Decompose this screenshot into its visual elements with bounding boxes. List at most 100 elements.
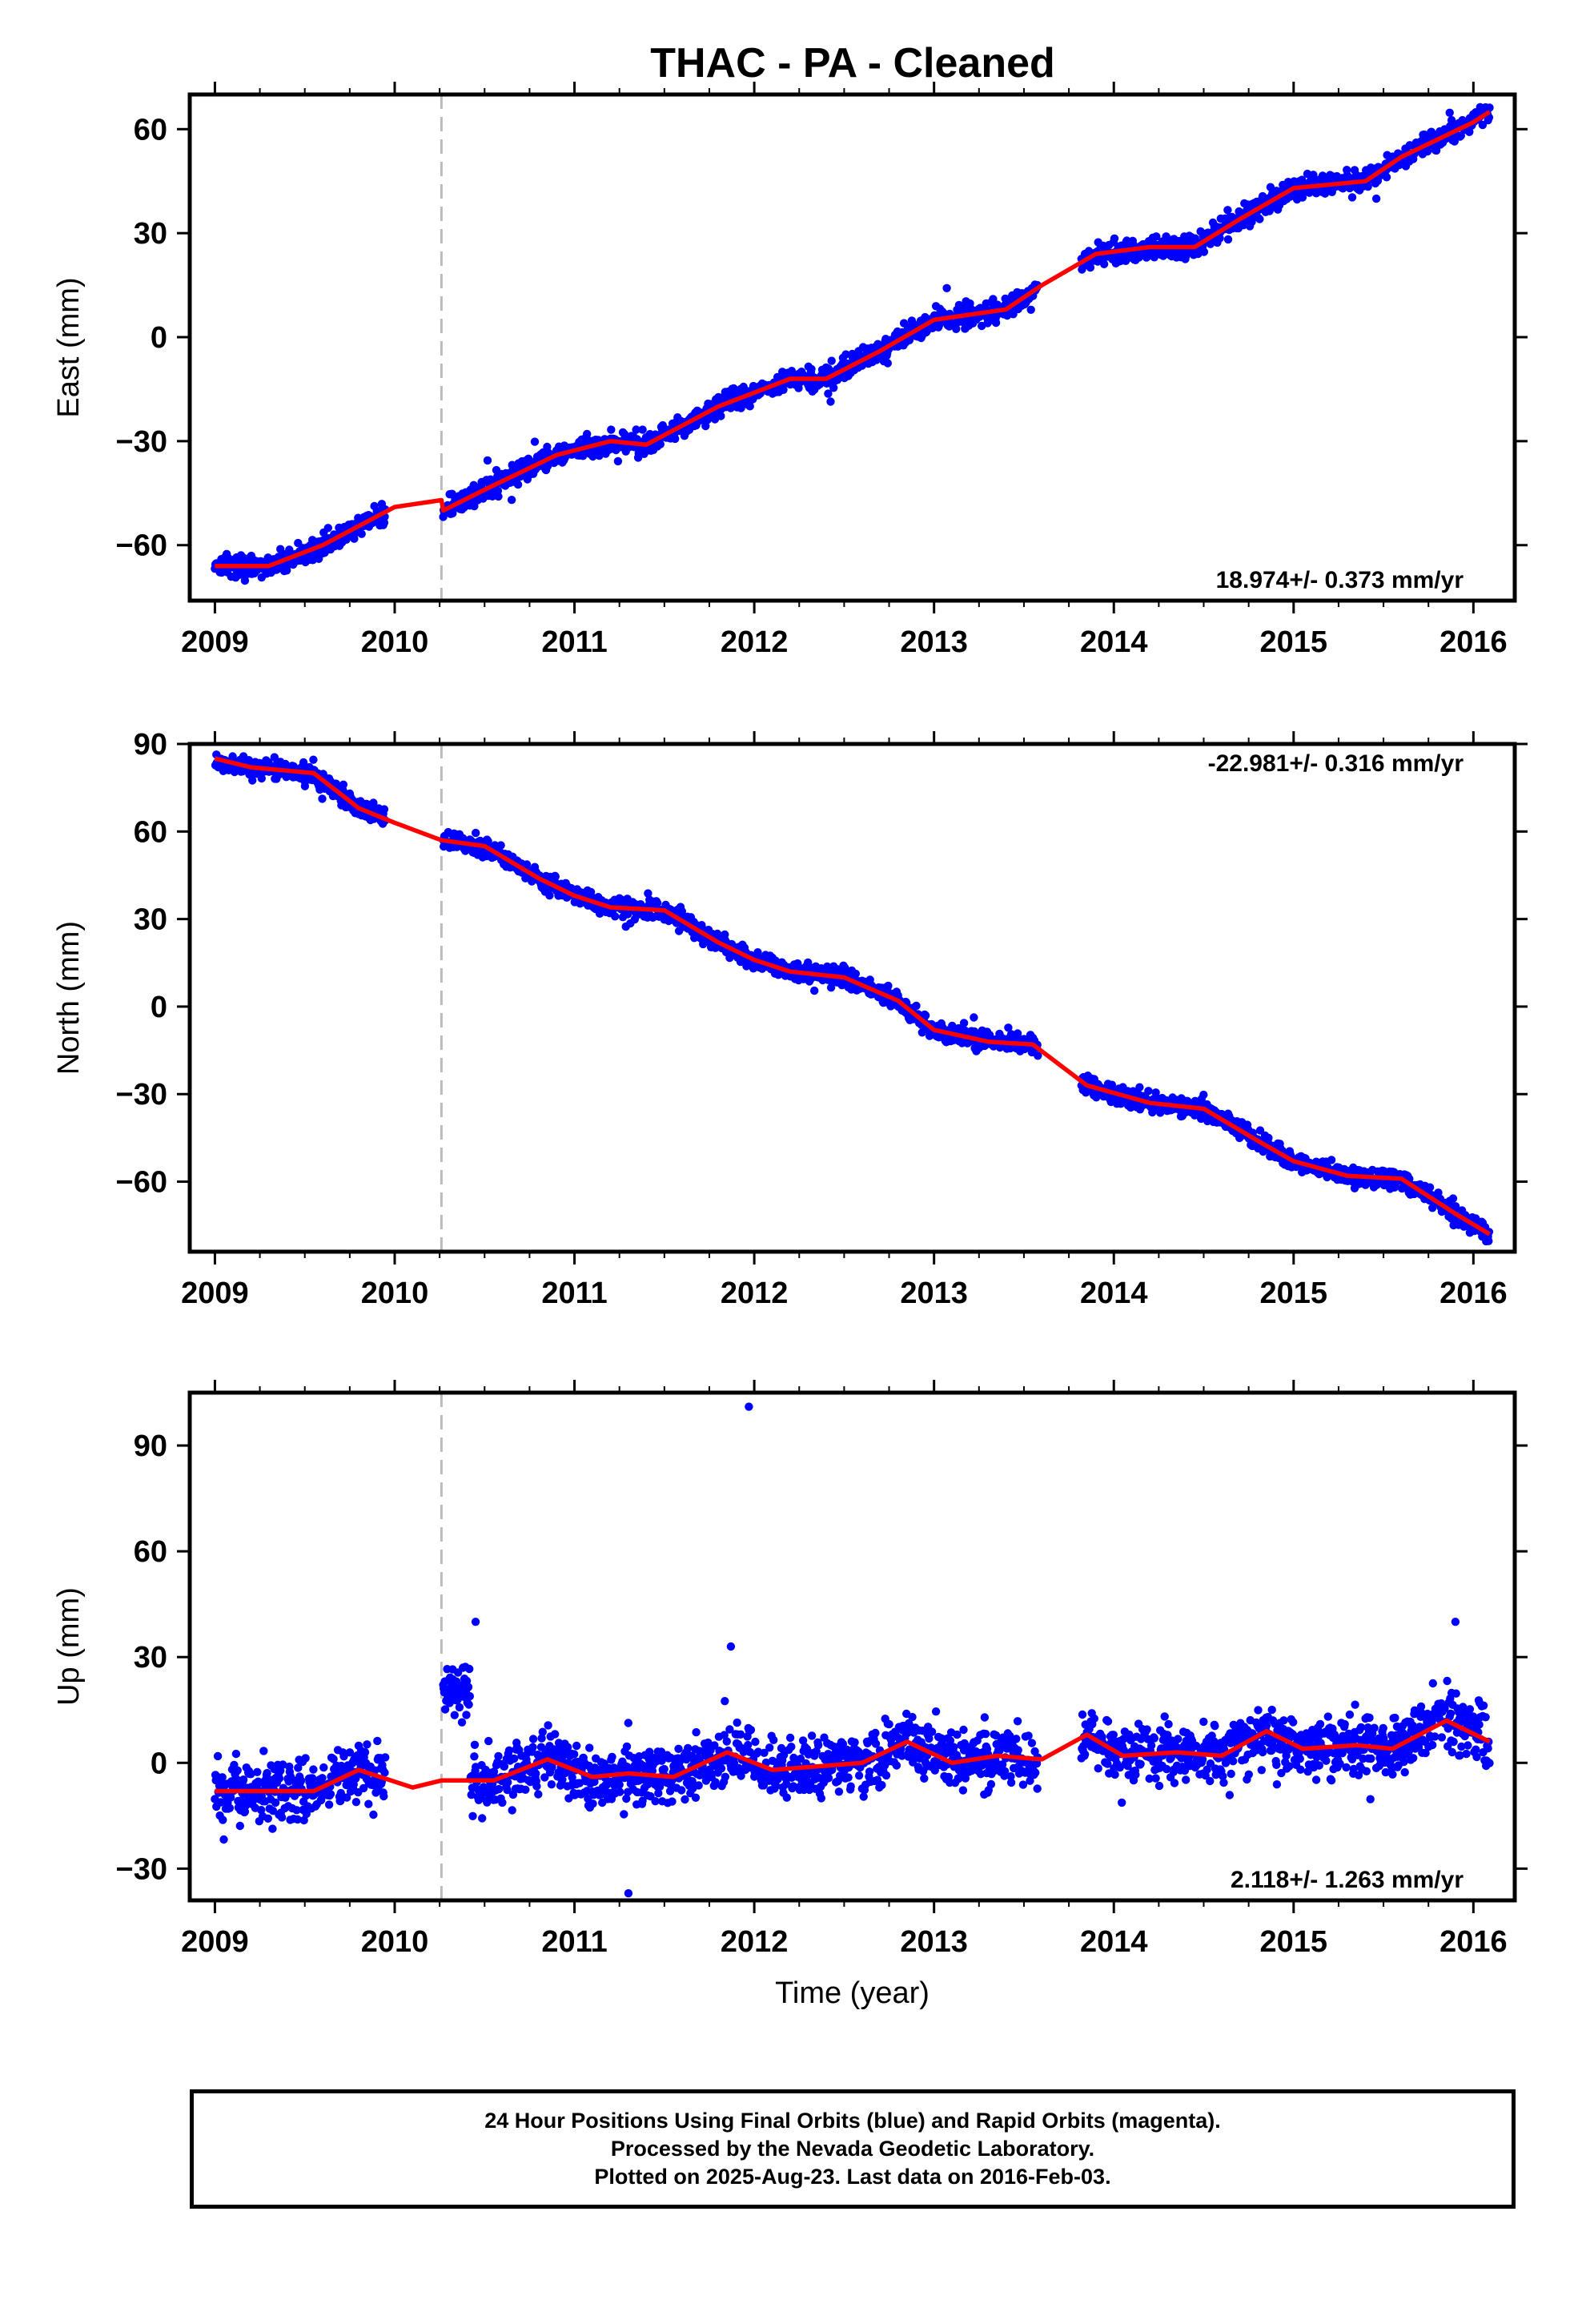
east-point-603 [607, 425, 616, 434]
up-point-422 [494, 1784, 504, 1794]
north-point-2045 [1448, 1194, 1458, 1203]
east-point-1009 [841, 350, 850, 359]
east-point-186 [315, 554, 323, 563]
north-point-1119 [884, 981, 893, 991]
up-points [211, 1402, 1494, 1898]
up-point-15 [219, 1815, 227, 1824]
up-point-98 [263, 1814, 272, 1823]
up-point-554 [570, 1750, 579, 1759]
north-point-2112 [1484, 1236, 1493, 1245]
east-point-646 [632, 425, 640, 434]
north-point-1483 [1135, 1083, 1144, 1092]
up-point-166 [301, 1754, 310, 1763]
north-ytick-label-2: 0 [151, 991, 167, 1024]
north-point-1501 [1144, 1087, 1153, 1096]
east-point-1190 [942, 283, 951, 292]
up-point-426 [498, 1798, 507, 1807]
up-point-263 [351, 1798, 361, 1807]
up-point-559 [572, 1741, 581, 1751]
up-point-126 [277, 1813, 287, 1822]
east-ytick-label-2: 0 [151, 321, 167, 355]
north-point-518 [551, 872, 560, 881]
up-point-181 [309, 1765, 318, 1774]
north-xtick-label-0: 2009 [181, 1277, 249, 1310]
north-rate-label: -22.981+/- 0.316 mm/yr [1208, 750, 1464, 777]
north-ytick-label-4: 60 [134, 815, 167, 849]
figure-title: THAC - PA - Cleaned [650, 40, 1055, 86]
up-point-582 [585, 1743, 594, 1752]
east-point-1127 [907, 316, 917, 325]
east-point-412 [494, 492, 503, 501]
east-point-766 [701, 421, 710, 431]
north-xtick-label-5: 2014 [1080, 1277, 1148, 1310]
north-xtick-label-4: 2013 [900, 1277, 968, 1310]
east-point-617 [613, 456, 623, 466]
up-point-342 [450, 1711, 459, 1719]
up-point-90 [259, 1747, 268, 1755]
up-point-511 [547, 1780, 556, 1789]
north-point-989 [810, 986, 819, 995]
east-point-1407 [1110, 234, 1119, 243]
up-point-213 [326, 1790, 335, 1799]
up-point-159 [296, 1776, 306, 1785]
north-ylabel: North (mm) [52, 921, 86, 1075]
up-point-197 [318, 1774, 327, 1783]
up-point-79 [253, 1767, 262, 1776]
east-xtick-label-3: 2012 [721, 625, 789, 659]
north-point-2004 [1425, 1183, 1435, 1192]
north-point-704 [652, 899, 662, 907]
east-point-814 [729, 384, 738, 393]
east-panel: 2009 2010 2011 2012 2013 2014 2015 2016−60−3003… [52, 82, 1528, 659]
up-point-284 [363, 1740, 371, 1749]
east-point-118 [276, 545, 285, 553]
up-point-436 [504, 1778, 512, 1787]
east-points [211, 103, 1494, 585]
up-point-297 [369, 1810, 378, 1819]
up-point-485 [532, 1782, 541, 1791]
east-point-985 [827, 356, 836, 365]
north-point-194 [318, 794, 327, 803]
up-point-402 [484, 1736, 493, 1746]
up-panel: 2009 2010 2011 2012 2013 2014 2015 2016−3003060… [52, 1380, 1528, 2010]
east-xtick-label-5: 2014 [1080, 625, 1148, 659]
east-point-1368 [1086, 263, 1095, 272]
north-point-415 [496, 841, 505, 850]
north-panel: 2009 2010 2011 2012 2013 2014 2015 2016−60−3003… [52, 728, 1528, 1310]
north-point-1719 [1264, 1133, 1273, 1143]
north-point-370 [472, 828, 480, 838]
north-point-1172 [912, 1001, 921, 1011]
east-ytick-label-0: −60 [116, 529, 167, 563]
east-xtick-label-2: 2011 [541, 625, 607, 659]
up-point-367 [464, 1683, 473, 1691]
north-point-1600 [1199, 1090, 1208, 1100]
north-xtick-label-7: 2016 [1439, 1277, 1508, 1310]
up-point-39 [231, 1749, 241, 1759]
north-ytick-label-1: −30 [116, 1078, 167, 1112]
east-point-560 [583, 429, 592, 439]
north-point-507 [545, 891, 554, 900]
east-point-658 [638, 425, 647, 434]
north-point-180 [309, 755, 318, 764]
up-point-517 [551, 1730, 560, 1739]
east-point-794 [717, 412, 725, 420]
up-point-350 [455, 1703, 464, 1712]
east-point-988 [829, 384, 838, 392]
up-point-589 [588, 1799, 597, 1808]
up-point-5 [213, 1751, 223, 1761]
north-ytick-label-3: 30 [134, 903, 167, 937]
east-point-392 [483, 456, 492, 465]
up-point-17 [219, 1835, 228, 1844]
east-point-978 [824, 389, 833, 398]
up-point-210 [324, 1800, 334, 1809]
east-point-201 [323, 524, 332, 533]
east-xtick-label-7: 2016 [1439, 625, 1508, 659]
up-point-368 [464, 1700, 473, 1709]
up-point-96 [263, 1768, 271, 1778]
east-ytick-label-4: 60 [134, 113, 167, 147]
north-point-234 [339, 780, 348, 789]
up-point-445 [510, 1754, 519, 1763]
east-xtick-label-0: 2009 [181, 625, 249, 659]
up-point-27 [225, 1803, 235, 1812]
north-point-309 [379, 805, 389, 814]
